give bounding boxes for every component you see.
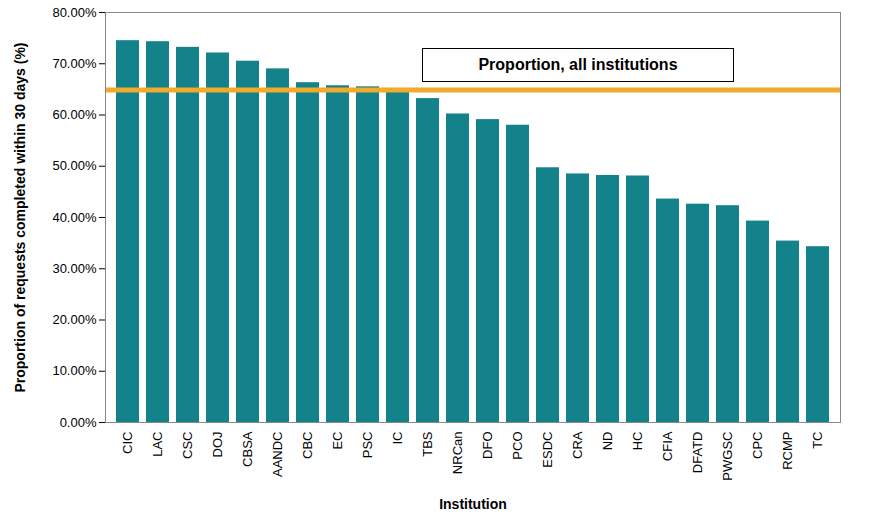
svg-text:CRA: CRA xyxy=(570,431,585,459)
html-text:Proportion, all institutions: Proportion, all institutions xyxy=(478,56,678,73)
svg-text:10.00%: 10.00% xyxy=(52,363,97,378)
svg-text:IC: IC xyxy=(390,432,405,445)
svg-text:0.00%: 0.00% xyxy=(60,415,97,430)
svg-text:LAC: LAC xyxy=(150,432,165,457)
svg-text:30.00%: 30.00% xyxy=(52,261,97,276)
svg-text:CBC: CBC xyxy=(300,432,315,459)
svg-text:NRCan: NRCan xyxy=(450,432,465,475)
svg-text:Proportion of requests complet: Proportion of requests completed within … xyxy=(12,42,28,392)
svg-text:TBS: TBS xyxy=(420,431,435,457)
svg-text:50.00%: 50.00% xyxy=(52,158,97,173)
svg-text:ND: ND xyxy=(600,432,615,451)
svg-text:ESDC: ESDC xyxy=(540,432,555,468)
svg-text:20.00%: 20.00% xyxy=(52,312,97,327)
svg-text:DFO: DFO xyxy=(480,432,495,459)
svg-text:Institution: Institution xyxy=(439,496,507,512)
svg-text:CPC: CPC xyxy=(750,432,765,459)
svg-text:TC: TC xyxy=(810,432,825,449)
svg-text:CBSA: CBSA xyxy=(240,431,255,467)
svg-text:PCO: PCO xyxy=(510,432,525,460)
svg-text:DFATD: DFATD xyxy=(690,432,705,474)
svg-text:CFIA: CFIA xyxy=(660,431,675,461)
svg-text:60.00%: 60.00% xyxy=(52,107,97,122)
svg-text:HC: HC xyxy=(630,432,645,451)
svg-text:80.00%: 80.00% xyxy=(52,5,97,20)
svg-text:PWGSC: PWGSC xyxy=(720,432,735,481)
svg-text:AANDC: AANDC xyxy=(270,432,285,478)
svg-text:EC: EC xyxy=(330,432,345,450)
svg-text:PSC: PSC xyxy=(360,432,375,459)
svg-text:40.00%: 40.00% xyxy=(52,210,97,225)
svg-text:RCMP: RCMP xyxy=(780,432,795,470)
svg-text:CSC: CSC xyxy=(180,432,195,459)
svg-text:DOJ: DOJ xyxy=(210,432,225,458)
svg-text:70.00%: 70.00% xyxy=(52,56,97,71)
svg-text:CIC: CIC xyxy=(120,432,135,454)
